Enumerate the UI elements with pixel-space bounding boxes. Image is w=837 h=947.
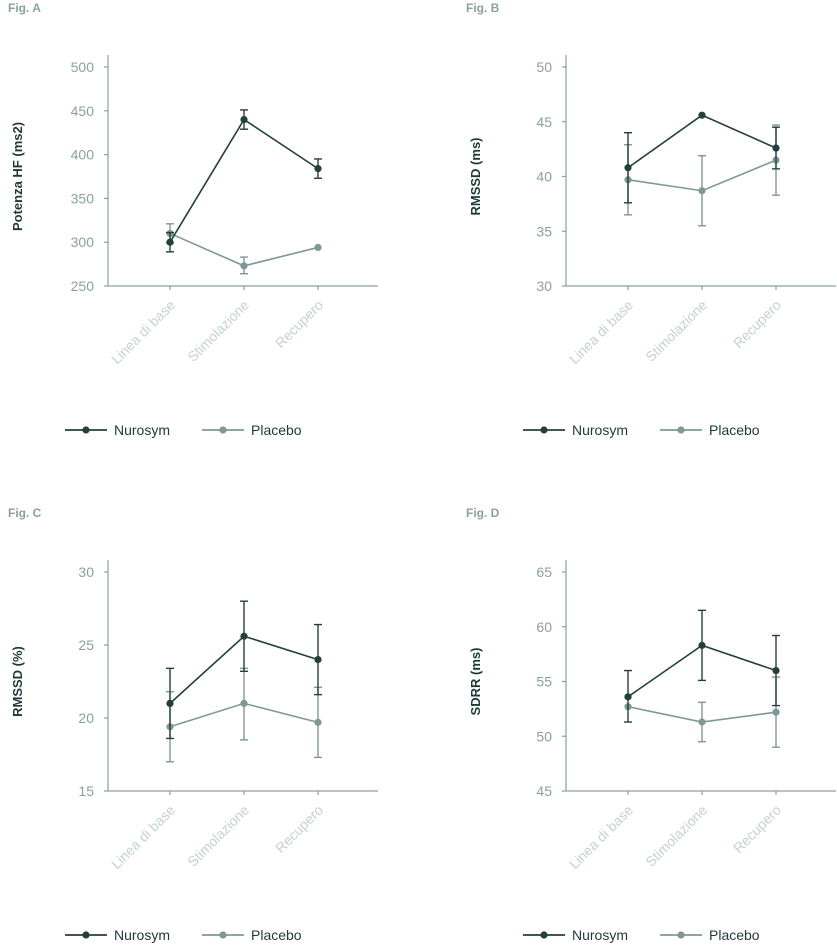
y-tick-label: 55 [536,674,552,690]
x-tick-label: Recupero [272,802,326,856]
data-point [624,693,632,701]
y-tick-label: 250 [71,278,95,294]
legend-swatch-marker [677,426,685,434]
y-tick-label: 50 [536,728,552,744]
x-tick-label: Stimolazione [184,802,252,870]
y-tick-label: 50 [536,59,552,75]
y-tick-label: 15 [78,783,94,799]
legend-swatch-marker [219,931,227,939]
legend-swatch-marker [540,426,548,434]
legend: Nurosym Placebo [523,422,760,438]
y-tick-label: 25 [78,637,94,653]
y-axis-title: Potenza HF (ms2) [10,122,25,231]
data-point [698,187,706,195]
x-tick-label: Recupero [730,802,784,856]
legend-swatch-marker [677,931,685,939]
y-tick-label: 300 [71,234,95,250]
data-point [772,144,780,152]
chart-panel: Fig. D 45 50 55 60 65 Linea di base Stimolazion… [466,506,836,943]
x-tick-label: Recupero [730,297,784,351]
y-tick-label: 350 [71,190,95,206]
figure-label: Fig. C [8,506,42,520]
x-tick-label: Linea di base [566,297,636,367]
y-tick-label: 450 [71,103,95,119]
series-line [169,118,319,243]
data-point [772,708,780,716]
data-point [314,718,322,726]
data-point [314,243,322,252]
y-tick-label: 20 [78,710,94,726]
legend-label: Nurosym [114,422,170,438]
x-tick-label: Stimolazione [184,297,252,365]
x-tick-label: Stimolazione [642,297,710,365]
y-tick-label: 400 [71,147,95,163]
legend-label: Nurosym [572,927,628,943]
y-tick-label: 45 [536,114,552,130]
y-tick-label: 35 [536,223,552,239]
y-tick-label: 45 [536,783,552,799]
legend-label: Nurosym [572,422,628,438]
data-point [624,164,632,172]
y-axis-title: RMSSD (ms) [468,137,483,215]
data-point [240,632,248,640]
x-tick-label: Recupero [272,297,326,351]
y-tick-label: 30 [78,564,94,580]
data-point [772,666,780,675]
x-tick-label: Stimolazione [642,802,710,870]
y-tick-label: 40 [536,169,552,185]
figure-label: Fig. B [466,1,500,15]
y-axis-title: SDRR (ms) [468,648,483,716]
legend-label: Nurosym [114,927,170,943]
data-point [240,262,248,270]
legend: Nurosym Placebo [65,422,302,438]
data-point [314,656,322,664]
y-axis-title: RMSSD (%) [10,646,25,717]
x-tick-label: Linea di base [108,297,178,367]
y-tick-label: 30 [536,278,552,294]
chart-panel: Fig. C 15 20 25 30 Linea di base Stimolazione R… [8,506,378,943]
data-point [240,115,248,124]
data-point [314,165,322,173]
y-tick-label: 65 [536,564,552,580]
legend-swatch-marker [540,931,548,939]
chart-panel: Fig. A 250 300 350 400 450 500 Linea di base Sti… [8,1,378,438]
data-point [166,238,174,246]
y-tick-label: 60 [536,619,552,635]
data-point [698,718,706,726]
figure-label: Fig. D [466,506,500,520]
legend-swatch-marker [82,931,90,939]
x-tick-label: Linea di base [108,802,178,872]
legend-swatch-marker [219,426,227,434]
data-point [698,111,706,119]
figure-label: Fig. A [8,1,41,15]
data-point [166,699,174,707]
legend-label: Placebo [709,422,760,438]
legend-label: Placebo [251,422,302,438]
data-point [698,641,706,649]
chart-panel: Fig. B 30 35 40 45 50 Linea di base Stimolazion… [466,1,836,438]
legend: Nurosym Placebo [523,927,760,943]
legend: Nurosym Placebo [65,927,302,943]
legend-swatch-marker [82,426,90,434]
legend-label: Placebo [251,927,302,943]
data-point [240,699,248,707]
x-tick-label: Linea di base [566,802,636,872]
legend-label: Placebo [709,927,760,943]
y-tick-label: 500 [71,59,95,75]
